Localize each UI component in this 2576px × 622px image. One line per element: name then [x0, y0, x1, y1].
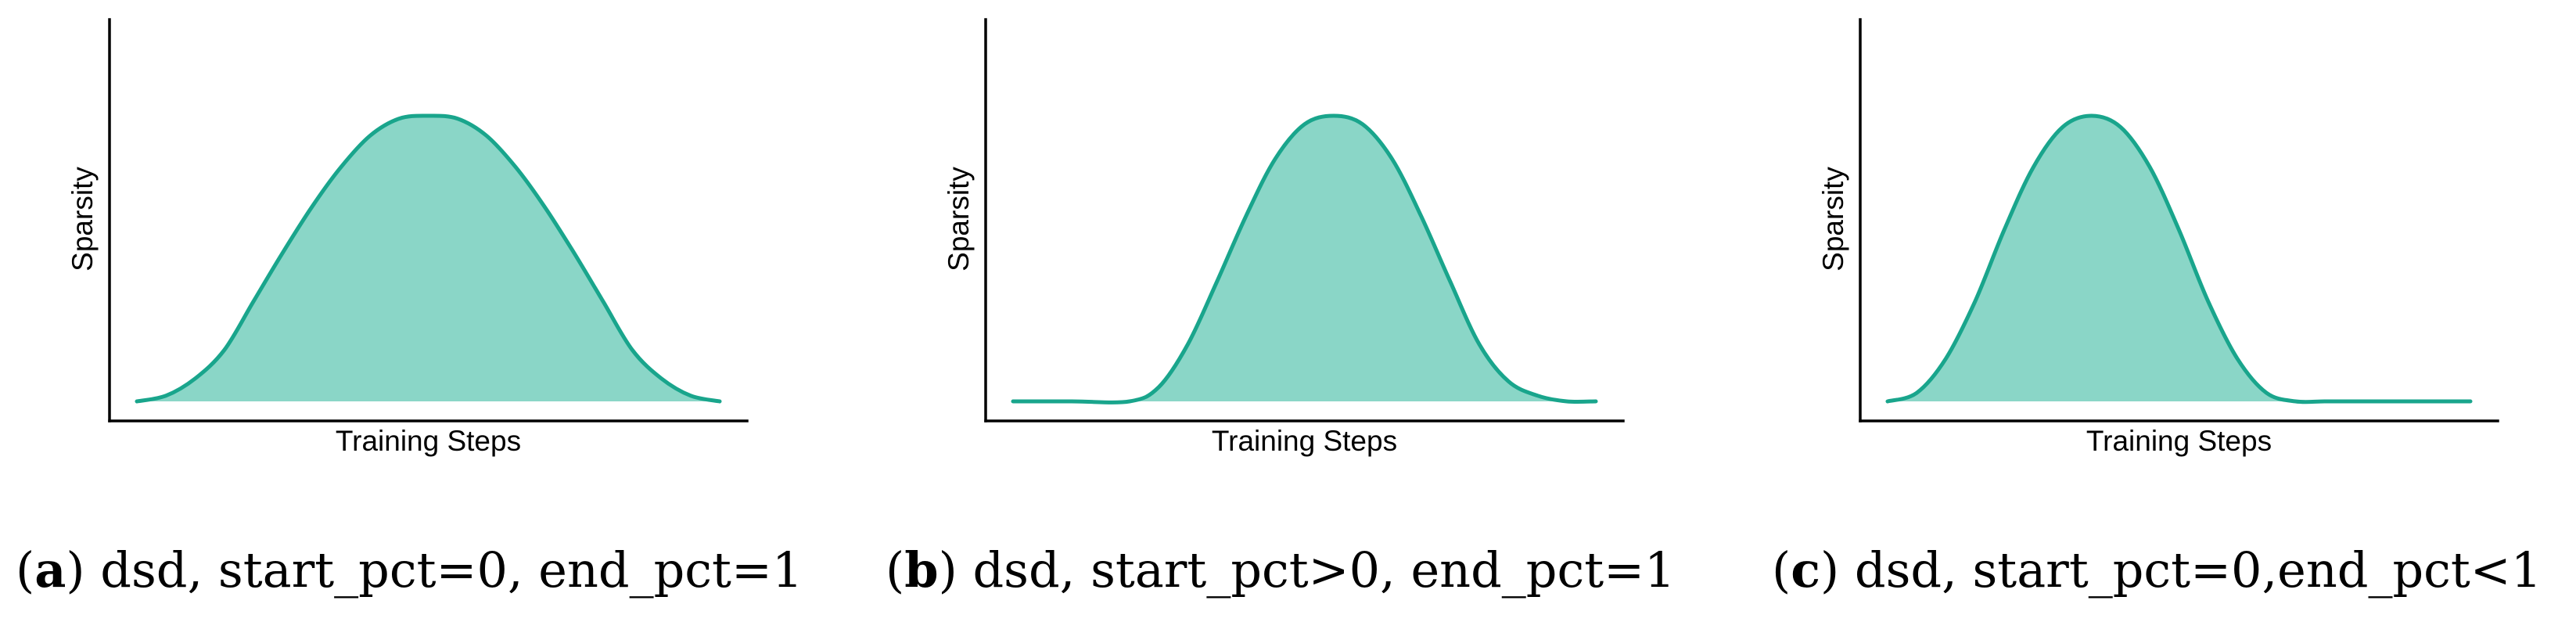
sparsity-area [137, 115, 720, 401]
caption-letter: b [904, 541, 939, 599]
caption-letter: c [1791, 541, 1820, 599]
x-axis-label: Training Steps [1212, 425, 1397, 457]
y-axis-label: Sparsity [1817, 167, 1849, 271]
caption-c: (c) dsd, start_pct=0,end_pct<1 [1772, 541, 2542, 599]
y-axis-label: Sparsity [943, 167, 975, 271]
y-axis-label: Sparsity [66, 167, 99, 271]
caption-letter: a [34, 541, 66, 599]
caption-text: dsd, start_pct>0, end_pct=1 [957, 541, 1676, 599]
figure: Training Steps Sparsity Training Steps S… [66, 18, 2499, 457]
x-axis-label: Training Steps [2086, 425, 2272, 457]
caption-text: dsd, start_pct=0,end_pct<1 [1839, 541, 2542, 599]
chart-panel-b: Training Steps Sparsity [943, 18, 1625, 457]
caption-a: (a) dsd, start_pct=0, end_pct=1 [16, 541, 803, 599]
sparsity-curve [1011, 113, 1598, 404]
caption-b: (b) dsd, start_pct>0, end_pct=1 [886, 541, 1676, 599]
chart-panel-c: Training Steps Sparsity [1817, 18, 2499, 457]
sparsity-curve [1885, 113, 2473, 404]
chart-panel-a: Training Steps Sparsity [66, 18, 749, 457]
x-axis-label: Training Steps [336, 425, 521, 457]
sparsity-area [1888, 116, 2470, 402]
sparsity-area [1013, 116, 1596, 403]
sparsity-curve [135, 113, 722, 404]
caption-text: dsd, start_pct=0, end_pct=1 [84, 541, 803, 599]
